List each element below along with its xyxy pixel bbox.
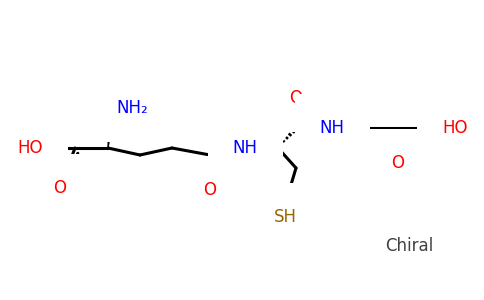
Text: O: O (392, 154, 405, 172)
Text: NH: NH (319, 119, 345, 137)
Text: HO: HO (442, 119, 468, 137)
Text: O: O (289, 89, 302, 107)
Polygon shape (108, 108, 115, 148)
Text: NH₂: NH₂ (116, 99, 148, 117)
Text: SH: SH (273, 208, 297, 226)
Text: O: O (54, 179, 66, 197)
Text: O: O (203, 181, 216, 199)
Text: Chiral: Chiral (385, 237, 433, 255)
Text: NH: NH (232, 139, 257, 157)
Text: HO: HO (17, 139, 43, 157)
